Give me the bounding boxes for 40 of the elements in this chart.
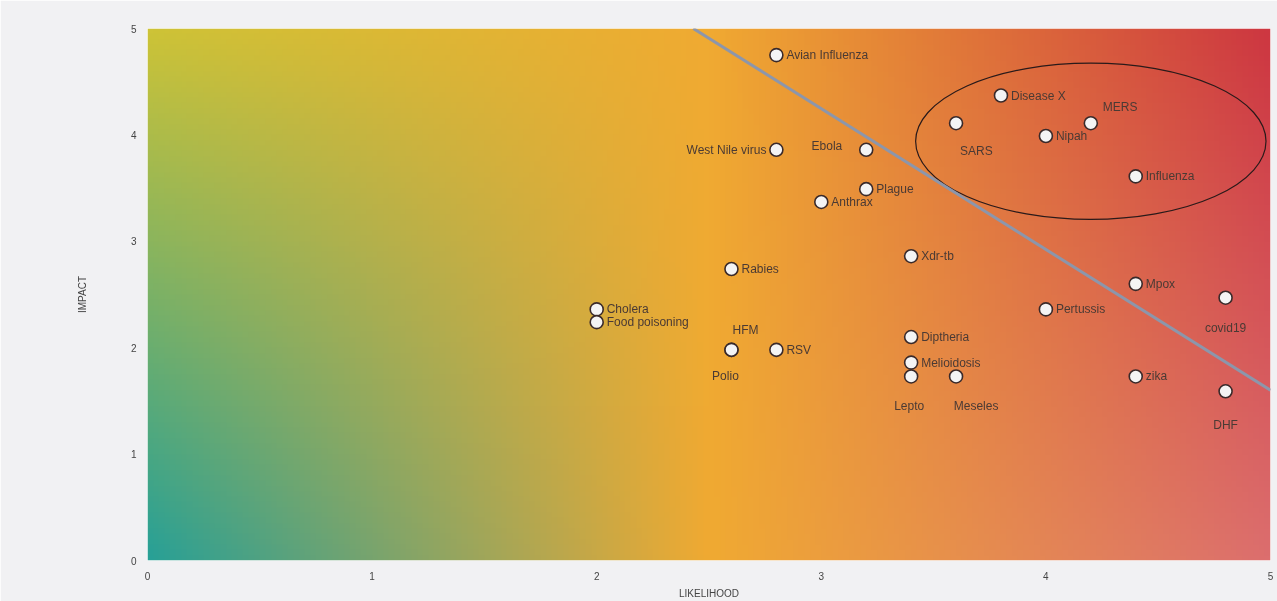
annotation: Avian Influenza [786,48,869,63]
y-tick-label: 4 [130,129,137,141]
annotation: Disease X [1010,88,1066,103]
annotation: Ebola [811,138,843,153]
annotation: Polio [712,368,740,383]
y-tick-label: 0 [130,555,137,567]
x-tick-label: 1 [369,570,376,582]
y-tick-label: 5 [130,23,137,35]
annotation: Meseles [953,399,999,414]
annotation: Cholera [606,302,650,317]
y-tick-label: 1 [130,449,137,461]
annotation: covid19 [1204,320,1247,335]
annotation: RSV [786,342,812,357]
x-tick-label: 0 [144,570,151,582]
annotation: Influenza [1145,169,1195,184]
annotation: Anthrax [831,194,873,209]
annotation: Plague [876,182,914,197]
annotation: Diptheria [921,330,970,345]
x-tick-label: 5 [1267,570,1274,582]
x-tick-label: 2 [593,570,600,582]
annotation: HFM [732,322,759,337]
annotation: MERS [1102,100,1138,115]
annotation: SARS [960,144,993,159]
annotation: zika [1145,369,1168,384]
x-tick-label: 3 [818,570,825,582]
y-tick-label: 3 [130,236,137,248]
x-axis-title: LIKELIHOOD [678,587,740,599]
annotation: Mpox [1145,276,1176,291]
annotation: Melioidosis [921,355,981,370]
annotation: West Nile virus [686,142,767,157]
annotation: DHF [1213,418,1238,433]
annotation: Xdr-tb [921,249,955,264]
annotation: Food poisoning [606,315,689,330]
x-tick-label: 4 [1043,570,1050,582]
y-axis-title: IMPACT [76,275,88,314]
annotation: Rabies [741,261,779,276]
annotation: Pertussis [1055,302,1106,317]
annotation: Lepto [894,399,925,414]
y-tick-label: 2 [130,342,137,354]
annotation: Nipah [1055,128,1088,143]
